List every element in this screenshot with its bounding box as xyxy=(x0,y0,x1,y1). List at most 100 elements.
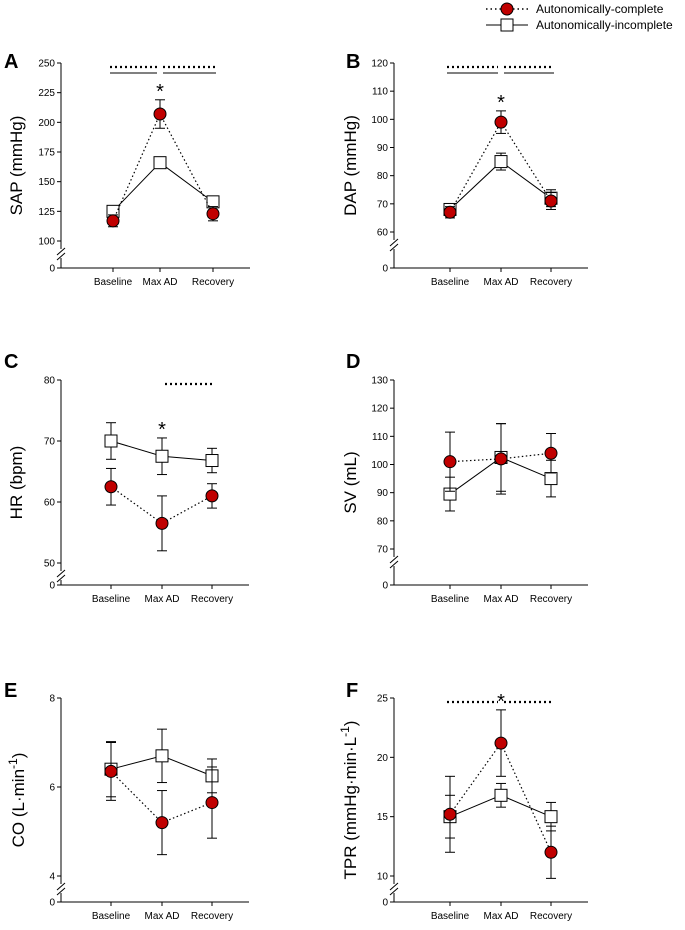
y-tick-label: 70 xyxy=(44,437,56,448)
data-point-complete xyxy=(494,115,508,129)
panel-a: A SAP (mmHg) 100 125 150 175 200 225 250 0 Baselin… xyxy=(4,51,250,288)
y-tick-label: 120 xyxy=(371,59,388,70)
y-axis-title: HR (bpm) xyxy=(7,446,26,520)
x-tick-label: Baseline xyxy=(431,594,470,605)
y-tick-label: 0 xyxy=(382,581,388,592)
panel-d: D SV (mL) 70 80 90 100 110 120 130 0 Baseline Max A… xyxy=(341,351,588,605)
axis-break-mark xyxy=(389,238,399,247)
data-point-complete xyxy=(104,764,118,778)
data-point-complete xyxy=(153,107,167,121)
legend-incomplete-label: Autonomically-incomplete xyxy=(536,18,673,32)
y-tick-label: 6 xyxy=(49,783,55,794)
y-tick-label: 125 xyxy=(38,207,55,218)
data-point-complete xyxy=(155,816,169,830)
legend-complete-marker xyxy=(500,2,514,16)
y-tick-label: 150 xyxy=(38,177,55,188)
y-tick-label: 70 xyxy=(377,199,389,210)
data-point-incomplete xyxy=(494,788,508,802)
significance-star: * xyxy=(156,81,164,103)
panel-letter: B xyxy=(346,51,360,73)
axis-break-mark xyxy=(56,574,66,583)
axis-break-mark xyxy=(56,882,66,891)
x-tick-label: Baseline xyxy=(92,911,131,922)
data-point-incomplete xyxy=(205,454,219,468)
y-tick-label: 100 xyxy=(38,237,55,248)
x-tick-label: Recovery xyxy=(191,911,233,922)
axis-break-mark xyxy=(56,569,66,578)
x-tick-label: Recovery xyxy=(191,594,233,605)
y-tick-label: 110 xyxy=(372,87,388,98)
data-point-incomplete xyxy=(155,449,169,463)
y-tick-label: 15 xyxy=(377,812,389,823)
y-tick-label: 80 xyxy=(377,516,389,527)
y-tick-label: 0 xyxy=(49,898,55,909)
y-tick-label: 100 xyxy=(371,460,388,471)
data-point-complete xyxy=(494,452,508,466)
data-point-complete xyxy=(205,796,219,810)
x-tick-label: Max AD xyxy=(142,277,177,288)
data-point-incomplete xyxy=(155,749,169,763)
significance-star: * xyxy=(158,419,166,441)
series-line-complete xyxy=(110,486,213,525)
y-tick-label: 0 xyxy=(49,581,55,592)
x-tick-label: Recovery xyxy=(530,594,572,605)
data-point-incomplete xyxy=(153,156,167,170)
axis-break-mark xyxy=(389,882,399,891)
axis-break-mark xyxy=(389,887,399,896)
y-tick-label: 0 xyxy=(49,264,55,275)
axis-break-mark xyxy=(389,555,399,564)
panel-b: B DAP (mmHg) 60 70 80 90 100 110 120 0 Baseline Max… xyxy=(341,51,588,288)
data-point-complete xyxy=(443,205,457,219)
legend-complete-label: Autonomically-complete xyxy=(536,2,664,16)
y-axis-title: SV (mL) xyxy=(341,451,360,513)
axis-break-mark xyxy=(56,887,66,896)
y-tick-label: 90 xyxy=(377,143,389,154)
panel-letter: C xyxy=(4,351,18,373)
data-point-complete xyxy=(544,194,558,208)
data-point-complete xyxy=(206,207,220,221)
legend-incomplete-marker xyxy=(500,18,514,32)
panel-letter: A xyxy=(4,51,18,73)
data-point-incomplete xyxy=(544,472,558,486)
axis-break-mark xyxy=(56,252,66,261)
panel-c: C HR (bpm) 50 60 70 80 0 Baseline Max AD Recovery… xyxy=(4,351,249,605)
y-tick-label: 50 xyxy=(44,559,56,570)
y-tick-label: 25 xyxy=(377,694,389,705)
x-tick-label: Recovery xyxy=(530,277,572,288)
x-tick-label: Baseline xyxy=(92,594,131,605)
panel-f: F TPR (mmHg·min·L-1) 10 15 20 25 0 Baseline Max … xyxy=(338,680,588,922)
data-point-complete xyxy=(205,489,219,503)
y-tick-label: 100 xyxy=(371,115,388,126)
legend: Autonomically-complete Autonomically-inc… xyxy=(486,2,673,32)
y-tick-label: 225 xyxy=(38,88,55,99)
x-tick-label: Baseline xyxy=(94,277,133,288)
data-point-incomplete xyxy=(494,155,508,169)
data-point-complete xyxy=(155,516,169,530)
data-point-complete xyxy=(544,845,558,859)
y-axis-title: TPR (mmHg·min·L-1) xyxy=(338,721,360,880)
panel-letter: E xyxy=(4,680,17,702)
y-tick-label: 80 xyxy=(44,376,56,387)
y-tick-label: 0 xyxy=(382,898,388,909)
y-tick-label: 60 xyxy=(377,228,389,239)
series-line-complete xyxy=(449,452,552,463)
y-tick-label: 200 xyxy=(38,118,55,129)
y-tick-label: 4 xyxy=(49,872,55,883)
x-tick-label: Recovery xyxy=(530,911,572,922)
y-tick-label: 175 xyxy=(38,148,55,159)
x-tick-label: Max AD xyxy=(483,911,518,922)
axis-break-mark xyxy=(56,247,66,256)
y-tick-label: 90 xyxy=(377,488,389,499)
x-tick-label: Max AD xyxy=(483,277,518,288)
y-tick-label: 80 xyxy=(377,171,389,182)
y-tick-label: 120 xyxy=(371,404,388,415)
x-tick-label: Baseline xyxy=(431,911,470,922)
significance-star: * xyxy=(497,691,505,713)
data-point-complete xyxy=(443,807,457,821)
y-tick-label: 130 xyxy=(371,376,388,387)
y-tick-label: 8 xyxy=(49,694,55,705)
y-tick-label: 60 xyxy=(44,498,56,509)
axis-break-mark xyxy=(389,560,399,569)
axis-break-mark xyxy=(389,243,399,252)
data-point-complete xyxy=(106,214,120,228)
